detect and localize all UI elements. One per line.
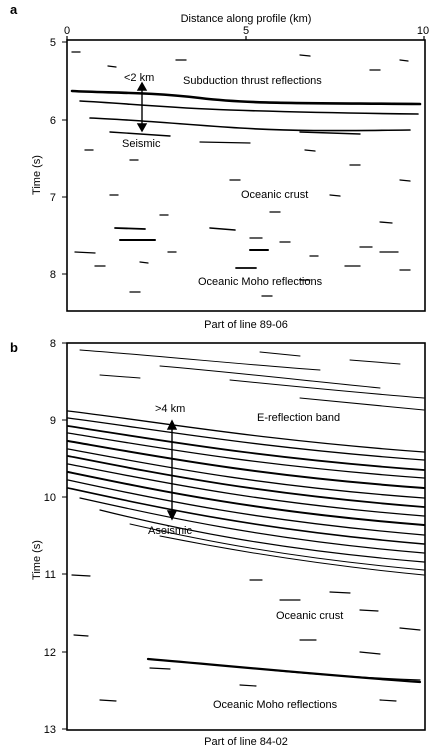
- panel-a: a Distance along profile (km) 0 5 10 5 6…: [10, 2, 429, 331]
- panel-a-x-tick: 5: [243, 25, 249, 37]
- panel-a-y-label: Time (s): [31, 155, 43, 195]
- panel-b-y-tick: 13: [44, 724, 56, 736]
- panel-b-moho-reflections: [146, 657, 422, 684]
- panel-b-y-tick: 12: [44, 647, 56, 659]
- panel-b-y-label: Time (s): [31, 540, 43, 580]
- panel-a-crust-label: Oceanic crust: [241, 189, 308, 201]
- panel-b-letter: b: [10, 340, 18, 355]
- panel-b-frame: [66, 342, 426, 731]
- panel-a-caption: Part of line 89-06: [204, 319, 288, 331]
- panel-b-scale-arrow: [166, 419, 178, 521]
- panel-a-y-tick: 5: [50, 37, 56, 49]
- panel-a-thrust-label: Subduction thrust reflections: [183, 75, 322, 87]
- panel-a-y-tick: 6: [50, 115, 56, 127]
- panel-b-upper-reflections: [79, 349, 425, 411]
- panel-a-moho-label: Oceanic Moho reflections: [198, 276, 323, 288]
- panel-a-y-tick: 7: [50, 192, 56, 204]
- panel-a-scale-label: <2 km: [124, 72, 154, 84]
- panel-a-x-tick: 10: [417, 25, 429, 37]
- panel-b-caption: Part of line 84-02: [204, 736, 288, 748]
- panel-b-lower-reflections: [71, 574, 421, 702]
- panel-b: b 8 9 10 11 12 13 Time (s): [10, 338, 426, 748]
- panel-a-scale-arrow: [136, 81, 148, 133]
- panel-b-y-tick: 8: [50, 338, 56, 350]
- panel-b-band-label: E-reflection band: [257, 412, 340, 424]
- panel-b-aseismic-label: Aseismic: [148, 525, 193, 537]
- panel-b-y-tick: 11: [45, 569, 56, 581]
- panel-b-y-tick: 9: [50, 415, 56, 427]
- panel-a-top-axis-label: Distance along profile (km): [181, 13, 312, 25]
- panel-b-crust-label: Oceanic crust: [276, 610, 343, 622]
- panel-a-letter: a: [10, 2, 18, 17]
- panel-a-y-tick: 8: [50, 269, 56, 281]
- panel-a-x-tick: 0: [64, 25, 70, 37]
- panel-a-seismic-label: Seismic: [122, 138, 161, 150]
- panel-b-scale-label: >4 km: [155, 403, 185, 415]
- panel-b-e-reflection-band: [67, 410, 425, 576]
- panel-b-y-tick: 10: [44, 492, 56, 504]
- panel-a-scattered-reflections: [71, 51, 411, 297]
- panel-b-moho-label: Oceanic Moho reflections: [213, 699, 338, 711]
- panel-a-thrust-reflections: [70, 89, 422, 144]
